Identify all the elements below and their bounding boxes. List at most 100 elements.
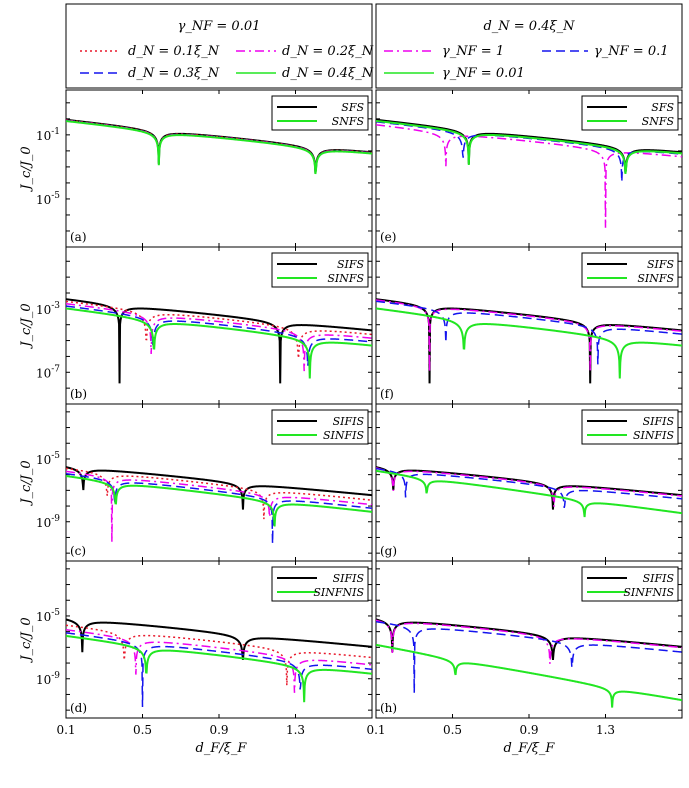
series-line-d-4 <box>66 634 372 703</box>
panel-h-letter: (h) <box>380 701 397 715</box>
panel-b-legend-label-1: SINFS <box>327 272 364 285</box>
series-line-b-2 <box>66 302 372 372</box>
y-tick-label: 10-9 <box>36 671 60 687</box>
panel-f-curves <box>376 298 682 384</box>
series-line-d-2 <box>66 629 372 693</box>
y-label-row-1: J_c/J_0 <box>19 303 34 349</box>
panel-b-curves <box>66 298 372 384</box>
series-line-c-1 <box>66 467 372 520</box>
panel-f-legend-box <box>581 252 679 288</box>
header-right-entry-0-label: γ_NF = 1 <box>442 44 504 59</box>
panel-b-legend-label-0: SIFS <box>337 258 365 271</box>
header-left-entry-0: d_N = 0.1ξ_N <box>80 44 220 59</box>
panel-e-legend-label-0: SFS <box>651 101 674 114</box>
panel-g-legend-label-0: SIFIS <box>643 415 675 428</box>
series-line-b-3 <box>66 305 372 367</box>
header-left-entry-2-label: d_N = 0.3ξ_N <box>128 66 220 81</box>
series-line-d-1 <box>66 624 372 686</box>
y-tick-label: 10-1 <box>36 127 60 143</box>
series-line-c-2 <box>66 470 372 543</box>
panel-a-curves <box>66 118 372 175</box>
header-right-entry-1: γ_NF = 0.1 <box>542 44 669 59</box>
x-label-right: d_F/ξ_F <box>504 741 556 756</box>
panel-d-letter: (d) <box>70 701 87 715</box>
header-right-entry-0: γ_NF = 1 <box>384 44 504 59</box>
panel-f-legend-label-1: SINFS <box>637 272 674 285</box>
series-line-b-4 <box>66 307 372 379</box>
x-tick-label: 0.1 <box>366 723 385 737</box>
x-tick-label: 0.5 <box>133 723 152 737</box>
header-left: γ_NF = 0.01 d_N = 0.1ξ_N d_N = 0.2ξ_N d_… <box>65 3 374 89</box>
panel-a-legend-box <box>271 95 369 131</box>
panel-b-letter: (b) <box>70 387 87 401</box>
header-right-entry-2: γ_NF = 0.01 <box>384 66 525 81</box>
y-tick-label: 10-7 <box>36 364 60 380</box>
series-line-a-4 <box>66 120 372 175</box>
y-label-row-2: J_c/J_0 <box>19 460 34 506</box>
series-line-f-1 <box>376 299 682 373</box>
panel-h-legend-box <box>581 566 679 602</box>
header-right-box <box>375 3 683 89</box>
header-left-box <box>65 3 373 89</box>
y-tick-label: 10-5 <box>36 608 60 624</box>
x-tick-label: 0.9 <box>209 723 228 737</box>
series-line-c-3 <box>66 472 372 544</box>
x-tick-label: 1.3 <box>596 723 615 737</box>
panel-f-letter: (f) <box>380 387 394 401</box>
series-line-g-0 <box>376 466 682 510</box>
panel-c-legend-label-0: SIFIS <box>333 415 365 428</box>
panel-e-legend-box <box>581 95 679 131</box>
panel-g-curves <box>376 466 682 518</box>
x-label-left: d_F/ξ_F <box>196 741 248 756</box>
panel-g-legend-label-1: SINFIS <box>633 429 674 442</box>
panel-h-curves <box>376 618 682 708</box>
panel-h-legend-label-0: SIFIS <box>643 572 675 585</box>
series-line-h-1 <box>376 619 682 664</box>
header-right-entry-2-label: γ_NF = 0.01 <box>442 66 525 81</box>
y-label-row-3: J_c/J_0 <box>19 617 34 663</box>
panels: 10-110-5(a)SFSSNFS10-310-7(b)SIFSSINFS10… <box>36 89 683 737</box>
panel-a-legend-label-1: SNFS <box>332 115 365 128</box>
y-tick-label: 10-5 <box>36 451 60 467</box>
panel-d-legend-label-1: SINFNIS <box>313 586 364 599</box>
header-left-entry-2: d_N = 0.3ξ_N <box>80 66 220 81</box>
panel-b-legend-box <box>271 252 369 288</box>
y-tick-label: 10-9 <box>36 514 60 530</box>
header-left-entry-1-label: d_N = 0.2ξ_N <box>282 44 374 59</box>
panel-a-letter: (a) <box>70 230 87 244</box>
header-right: d_N = 0.4ξ_N γ_NF = 1 γ_NF = 0.1 γ_NF = … <box>375 3 683 89</box>
series-line-g-3 <box>376 469 682 518</box>
series-line-e-1 <box>376 124 682 228</box>
x-tick-label: 1.3 <box>286 723 305 737</box>
series-line-f-0 <box>376 298 682 384</box>
panel-g-legend-box <box>581 409 679 445</box>
series-line-b-1 <box>66 300 372 359</box>
header-left-entry-3: d_N = 0.4ξ_N <box>236 66 374 81</box>
y-tick-label: 10-5 <box>36 191 60 207</box>
panel-e-legend-label-1: SNFS <box>642 115 675 128</box>
panel-f-legend-label-0: SIFS <box>647 258 675 271</box>
panel-c-legend-label-1: SINFIS <box>323 429 364 442</box>
header-left-entry-0-label: d_N = 0.1ξ_N <box>128 44 220 59</box>
x-tick-label: 0.9 <box>519 723 538 737</box>
panel-c-legend-box <box>271 409 369 445</box>
panel-d-legend-label-0: SIFIS <box>333 572 365 585</box>
panel-e-letter: (e) <box>380 230 396 244</box>
series-line-f-3 <box>376 307 682 379</box>
series-line-h-3 <box>376 643 682 708</box>
header-right-entry-1-label: γ_NF = 0.1 <box>594 44 669 59</box>
